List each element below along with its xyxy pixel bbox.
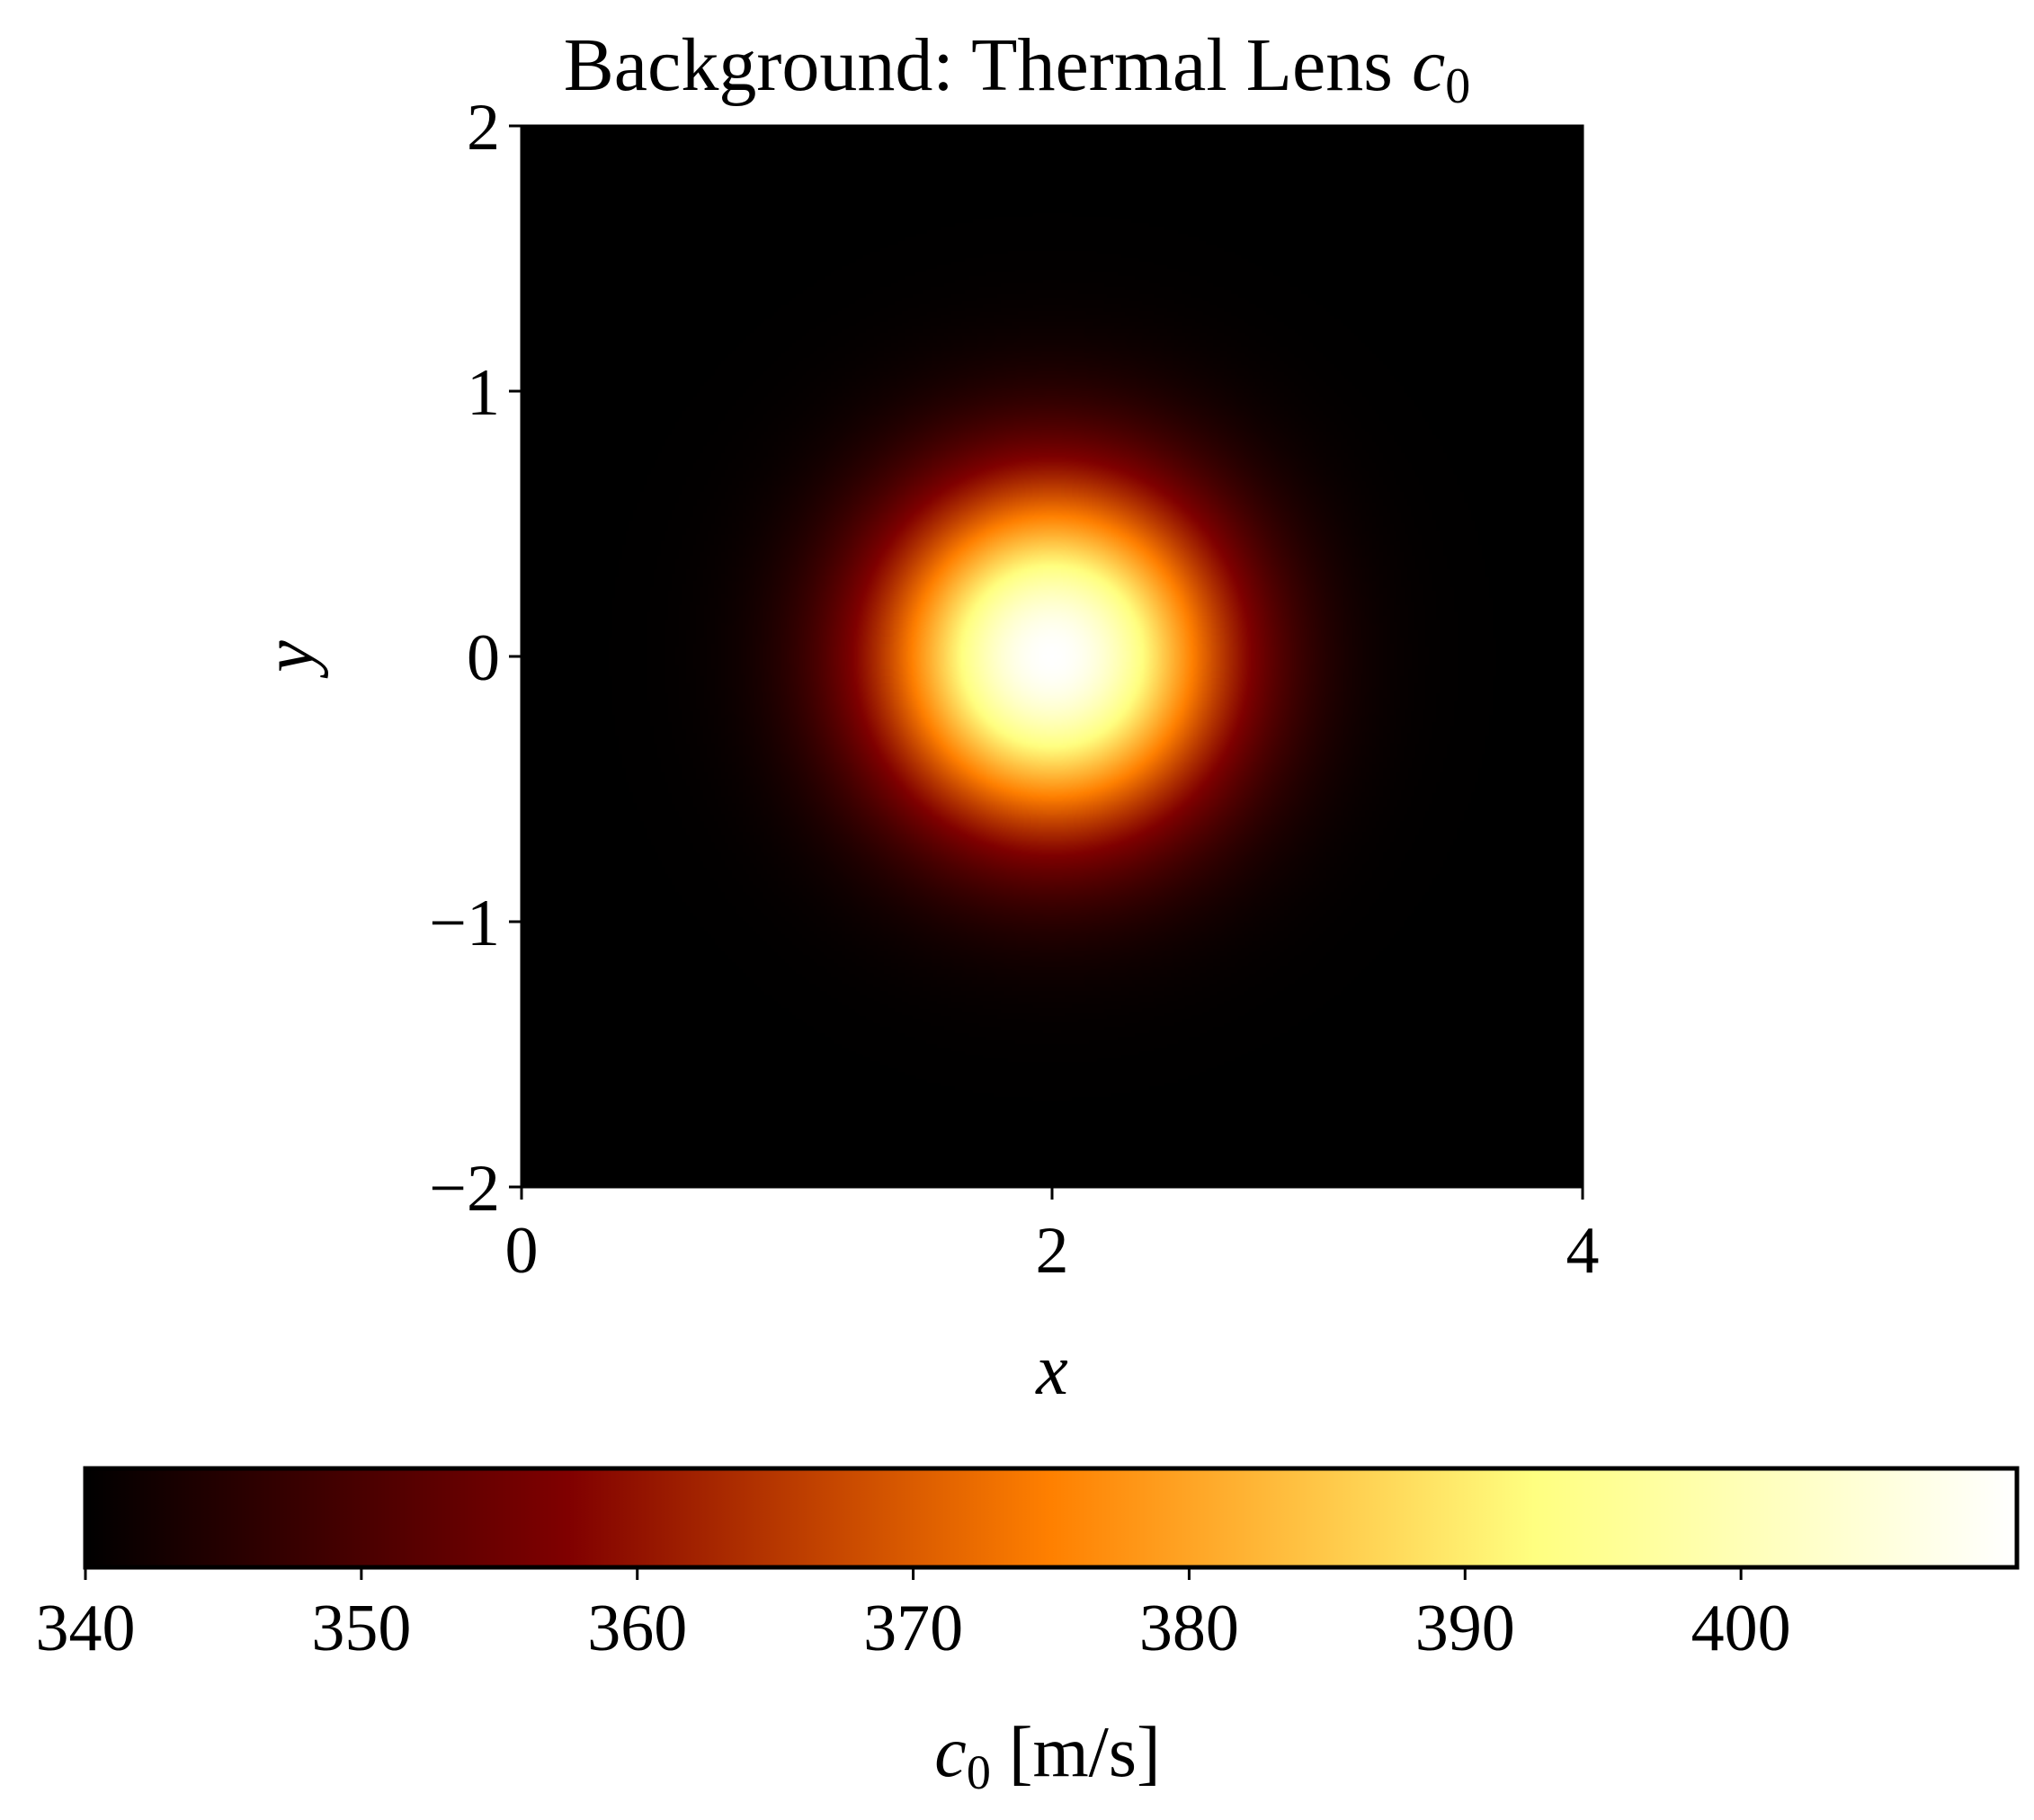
colorbar-label: c0 [m/s] xyxy=(934,1713,1160,1799)
colorbar-label-symbol: c xyxy=(934,1713,967,1792)
y-tick-label: −2 xyxy=(429,1152,500,1226)
y-tick-label: 1 xyxy=(467,356,500,430)
y-axis-label: y xyxy=(250,640,329,679)
colorbar-tick-label: 380 xyxy=(1139,1592,1239,1665)
colorbar-label-suffix: [m/s] xyxy=(991,1713,1161,1792)
colorbar-label-subscript: 0 xyxy=(967,1745,991,1799)
y-tick-label: 0 xyxy=(467,621,500,695)
y-axis: 2 1 0 −1 −2 xyxy=(429,91,522,1226)
chart-title: Background: Thermal Lens c0 xyxy=(564,23,1471,114)
colorbar-tick-label: 400 xyxy=(1691,1592,1791,1665)
heatmap-image xyxy=(522,126,1583,1187)
colorbar-ticks: 340 350 360 370 380 390 400 xyxy=(36,1567,1791,1665)
x-axis-label: x xyxy=(1035,1331,1068,1410)
colorbar-tick-label: 360 xyxy=(587,1592,687,1665)
x-tick-label: 2 xyxy=(1036,1214,1069,1288)
x-axis: 0 2 4 xyxy=(505,1187,1600,1288)
y-tick-label: −1 xyxy=(429,887,500,960)
colorbar-tick-label: 340 xyxy=(36,1592,136,1665)
title-prefix: Background: Thermal Lens xyxy=(564,23,1412,107)
title-subscript: 0 xyxy=(1445,58,1470,114)
colorbar-tick-label: 370 xyxy=(863,1592,963,1665)
x-tick-label: 4 xyxy=(1566,1214,1600,1288)
x-tick-label: 0 xyxy=(505,1214,539,1288)
y-tick-label: 2 xyxy=(467,91,500,165)
colorbar-tick-label: 350 xyxy=(311,1592,411,1665)
colorbar: 340 350 360 370 380 390 400 c0 [m/s] xyxy=(36,1466,2020,1799)
title-symbol: c xyxy=(1412,23,1445,107)
colorbar-gradient xyxy=(85,1468,2017,1567)
colorbar-tick-label: 390 xyxy=(1415,1592,1515,1665)
colorbar-frame xyxy=(83,1466,2020,1570)
plot-area xyxy=(520,124,1584,1189)
